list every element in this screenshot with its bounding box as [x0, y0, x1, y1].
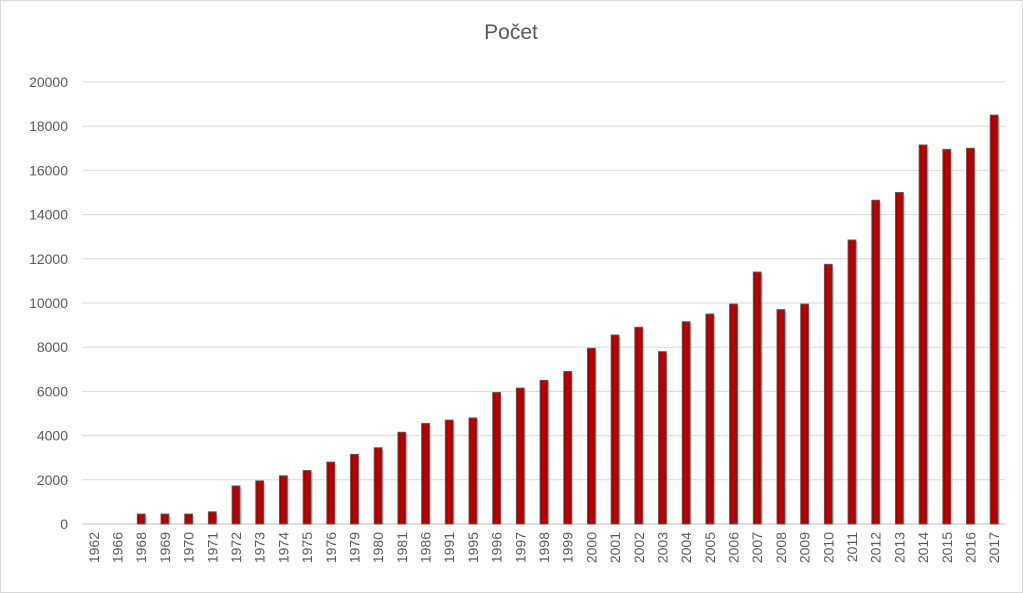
- x-tick-label: 2017: [986, 532, 1002, 563]
- bar: [894, 192, 904, 525]
- x-tick-label: 1995: [465, 532, 481, 563]
- bar: [207, 511, 217, 525]
- y-tick-label: 8000: [37, 339, 68, 355]
- bar: [184, 513, 194, 525]
- bar: [752, 271, 762, 525]
- bar: [800, 303, 810, 525]
- bar: [658, 351, 667, 525]
- bar: [871, 199, 881, 525]
- bar: [776, 309, 786, 525]
- x-tick-label: 2013: [891, 532, 907, 563]
- x-tick-label: 2003: [654, 532, 670, 563]
- bar: [966, 147, 975, 525]
- x-tick-label: 1996: [489, 532, 505, 563]
- bar: [681, 321, 691, 525]
- chart-title: Počet: [484, 21, 538, 44]
- bars: [136, 114, 1001, 525]
- x-tick-label: 1991: [441, 532, 457, 563]
- x-tick-label: 2006: [726, 532, 742, 563]
- bar: [989, 114, 999, 525]
- bar: [421, 422, 430, 525]
- bar: [326, 461, 336, 525]
- x-tick-label: 1970: [181, 532, 197, 563]
- bar: [302, 470, 312, 525]
- x-tick-label: 1976: [323, 532, 339, 563]
- x-tick-label: 1971: [204, 532, 220, 563]
- bar: [136, 513, 146, 525]
- y-tick-label: 12000: [29, 251, 68, 267]
- x-axis-ticks: 1962 1966 1968 1969 1970 1971 1972 1973 1974 1975…: [86, 532, 1002, 563]
- y-tick-label: 18000: [29, 118, 68, 134]
- x-tick-label: 2005: [702, 532, 718, 563]
- bar: [563, 371, 573, 525]
- x-tick-label: 1962: [86, 532, 102, 563]
- y-tick-label: 2000: [37, 472, 68, 488]
- bar: [515, 387, 525, 525]
- x-tick-label: 1998: [536, 532, 552, 563]
- bar: [847, 239, 857, 525]
- x-tick-label: 2002: [631, 532, 647, 563]
- x-tick-label: 1999: [560, 532, 576, 563]
- bar: [373, 447, 383, 525]
- x-tick-label: 1981: [394, 532, 410, 563]
- bar: [942, 148, 952, 525]
- x-tick-label: 2015: [939, 532, 955, 563]
- x-tick-label: 2007: [749, 532, 765, 563]
- x-tick-label: 2016: [962, 532, 978, 563]
- y-tick-label: 6000: [37, 383, 68, 399]
- y-tick-label: 20000: [29, 74, 68, 90]
- x-tick-label: 1968: [133, 532, 149, 563]
- x-tick-label: 1969: [157, 532, 173, 563]
- bar: [231, 485, 241, 525]
- x-tick-label: 1973: [252, 532, 268, 563]
- bar: [705, 313, 715, 525]
- y-tick-label: 16000: [29, 162, 68, 178]
- bar: [444, 419, 454, 525]
- x-tick-label: 2001: [607, 532, 623, 563]
- x-tick-label: 2000: [583, 532, 599, 563]
- x-tick-label: 1979: [346, 532, 362, 563]
- x-tick-label: 1974: [275, 532, 291, 563]
- x-tick-label: 2008: [773, 532, 789, 563]
- y-axis-ticks: 0 2000 4000 6000 8000 10000 12000 14000 16000 180…: [29, 74, 68, 532]
- x-tick-label: 2014: [915, 532, 931, 563]
- bar: [823, 263, 833, 525]
- bar: [492, 392, 502, 525]
- y-tick-label: 10000: [29, 295, 68, 311]
- bar: [539, 379, 549, 525]
- bar: [586, 347, 596, 525]
- x-tick-label: 1986: [418, 532, 434, 563]
- x-tick-label: 2009: [797, 532, 813, 563]
- bar: [160, 513, 170, 525]
- bar: [468, 417, 478, 525]
- x-tick-label: 1972: [228, 532, 244, 563]
- x-tick-label: 2004: [678, 532, 694, 563]
- bar: [729, 303, 738, 525]
- x-tick-label: 1975: [299, 532, 315, 563]
- x-tick-label: 2011: [844, 532, 860, 562]
- bar: [397, 431, 407, 525]
- bar: [255, 480, 265, 525]
- y-tick-label: 4000: [37, 428, 68, 444]
- x-tick-label: 1980: [370, 532, 386, 563]
- y-tick-label: 0: [60, 516, 68, 532]
- bar: [634, 326, 644, 525]
- bar: [610, 334, 620, 525]
- bar: [350, 453, 359, 525]
- y-tick-label: 14000: [29, 207, 68, 223]
- x-tick-label: 1997: [512, 532, 528, 563]
- x-tick-label: 2012: [868, 532, 884, 563]
- x-tick-label: 2010: [820, 532, 836, 563]
- x-tick-label: 1966: [110, 532, 126, 563]
- bar: [278, 475, 288, 525]
- bar: [918, 144, 928, 525]
